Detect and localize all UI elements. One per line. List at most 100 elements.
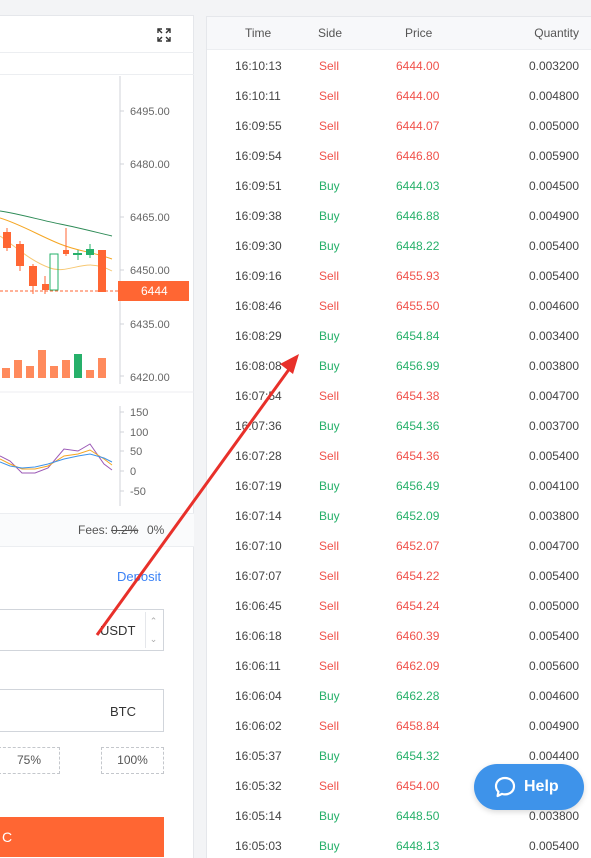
trade-row: 16:08:29 Buy 6454.84 0.003400: [207, 320, 591, 350]
trade-quantity: 0.004700: [528, 539, 579, 553]
trade-time: 16:06:45: [235, 599, 282, 613]
fullscreen-icon[interactable]: [157, 28, 171, 42]
trade-price: 6446.88: [396, 209, 440, 223]
price-tick: 6450.00: [130, 265, 170, 277]
trade-price: 6446.80: [396, 149, 440, 163]
trade-time: 16:06:11: [235, 659, 281, 673]
header-time: Time: [245, 26, 272, 40]
help-label: Help: [524, 778, 559, 795]
trade-price: 6456.99: [396, 359, 440, 373]
chevron-down-icon[interactable]: ⌄: [149, 634, 158, 644]
percent-75-button[interactable]: 75%: [0, 747, 60, 774]
trade-price: 6454.84: [396, 329, 440, 343]
trade-side: Sell: [319, 389, 340, 403]
trade-price: 6452.09: [396, 509, 440, 523]
trade-side: Buy: [319, 839, 340, 853]
deposit-link[interactable]: Deposit: [117, 569, 162, 584]
help-button[interactable]: Help: [474, 764, 584, 810]
trade-price: 6462.09: [396, 659, 440, 673]
trade-quantity: 0.005900: [528, 149, 579, 163]
trade-price: 6448.50: [396, 809, 440, 823]
trade-side: Sell: [319, 449, 340, 463]
price-tick: 6435.00: [130, 319, 170, 331]
trade-price: 6454.22: [396, 569, 440, 583]
trade-price: 6454.32: [396, 749, 440, 763]
trade-price: 6448.22: [396, 239, 440, 253]
trade-side: Sell: [319, 299, 340, 313]
chevron-up-icon[interactable]: ⌃: [149, 616, 158, 626]
trade-price: 6456.49: [396, 479, 440, 493]
trade-row: 16:09:55 Sell 6444.07 0.005000: [207, 110, 591, 140]
trade-time: 16:08:46: [235, 299, 282, 313]
trade-row: 16:10:13 Sell 6444.00 0.003200: [207, 50, 591, 80]
trade-row: 16:08:08 Buy 6456.99 0.003800: [207, 350, 591, 380]
trade-time: 16:05:37: [235, 749, 282, 763]
candlestick-chart[interactable]: 6495.00 6480.00 6465.00 6450.00 6435.00 …: [0, 76, 194, 516]
amount-stepper[interactable]: ⌃ ⌄: [145, 612, 161, 648]
trade-quantity: 0.004900: [528, 209, 579, 223]
total-input[interactable]: BTC: [0, 689, 164, 732]
trade-quantity: 0.003800: [528, 809, 579, 823]
trade-price: 6454.36: [396, 419, 440, 433]
percent-100-button[interactable]: 100%: [101, 747, 164, 774]
fees-old-rate: 0.2%: [111, 523, 139, 537]
trade-quantity: 0.005400: [528, 269, 579, 283]
trade-quantity: 0.005000: [528, 599, 579, 613]
trade-side: Buy: [319, 809, 340, 823]
trade-side: Buy: [319, 179, 340, 193]
current-price-label: 6444: [141, 284, 168, 298]
price-tick: 6420.00: [130, 372, 170, 384]
trade-time: 16:07:14: [235, 509, 282, 523]
trade-row: 16:07:36 Buy 6454.36 0.003700: [207, 410, 591, 440]
trade-row: 16:10:11 Sell 6444.00 0.004800: [207, 80, 591, 110]
trade-row: 16:08:46 Sell 6455.50 0.004600: [207, 290, 591, 320]
trade-side: Sell: [319, 59, 340, 73]
trade-row: 16:06:02 Sell 6458.84 0.004900: [207, 710, 591, 740]
trade-time: 16:09:30: [235, 239, 282, 253]
trade-quantity: 0.004500: [528, 179, 579, 193]
candles: [3, 228, 106, 294]
amount-input[interactable]: USDT ⌃ ⌄: [0, 609, 164, 651]
trade-time: 16:07:07: [235, 569, 282, 583]
trade-row: 16:09:16 Sell 6455.93 0.005400: [207, 260, 591, 290]
trade-time: 16:09:51: [235, 179, 282, 193]
trade-side: Buy: [319, 239, 340, 253]
trade-price: 6444.00: [396, 89, 440, 103]
trade-quantity: 0.005400: [528, 629, 579, 643]
indicator-tick: 50: [130, 446, 142, 458]
fees-label: Fees:: [78, 523, 109, 537]
trade-price: 6448.13: [396, 839, 440, 853]
trade-time: 16:07:10: [235, 539, 282, 553]
trade-row: 16:09:30 Buy 6448.22 0.005400: [207, 230, 591, 260]
ma-long-line: [0, 210, 113, 237]
indicator-line-k: [0, 443, 113, 474]
indicator-tick: 100: [130, 427, 148, 439]
trade-side: Buy: [319, 209, 340, 223]
trade-quantity: 0.005400: [528, 239, 579, 253]
header-price: Price: [405, 26, 433, 40]
trade-price: 6452.07: [396, 539, 440, 553]
trade-quantity: 0.004600: [528, 299, 579, 313]
trade-row: 16:07:19 Buy 6456.49 0.004100: [207, 470, 591, 500]
chart-trade-panel: 6495.00 6480.00 6465.00 6450.00 6435.00 …: [0, 15, 194, 858]
trade-quantity: 0.005400: [528, 839, 579, 853]
trade-time: 16:05:14: [235, 809, 282, 823]
trade-table-body: 16:10:13 Sell 6444.00 0.003200 16:10:11 Sell 6…: [207, 50, 591, 858]
trade-row: 16:06:11 Sell 6462.09 0.005600: [207, 650, 591, 680]
trade-price: 6454.24: [396, 599, 440, 613]
trade-time: 16:06:18: [235, 629, 282, 643]
price-tick: 6495.00: [130, 106, 170, 118]
trade-quantity: 0.003700: [528, 419, 579, 433]
trade-quantity: 0.004600: [528, 689, 579, 703]
trade-price: 6455.93: [396, 269, 440, 283]
chart-header: [0, 16, 194, 53]
submit-order-button[interactable]: C: [0, 817, 164, 857]
trade-price: 6444.07: [396, 119, 440, 133]
trade-price: 6454.36: [396, 449, 440, 463]
trade-side: Sell: [319, 599, 340, 613]
trade-quantity: 0.003200: [528, 59, 579, 73]
trade-side: Sell: [319, 629, 340, 643]
trade-quantity: 0.003800: [528, 359, 579, 373]
trade-side: Sell: [319, 149, 340, 163]
